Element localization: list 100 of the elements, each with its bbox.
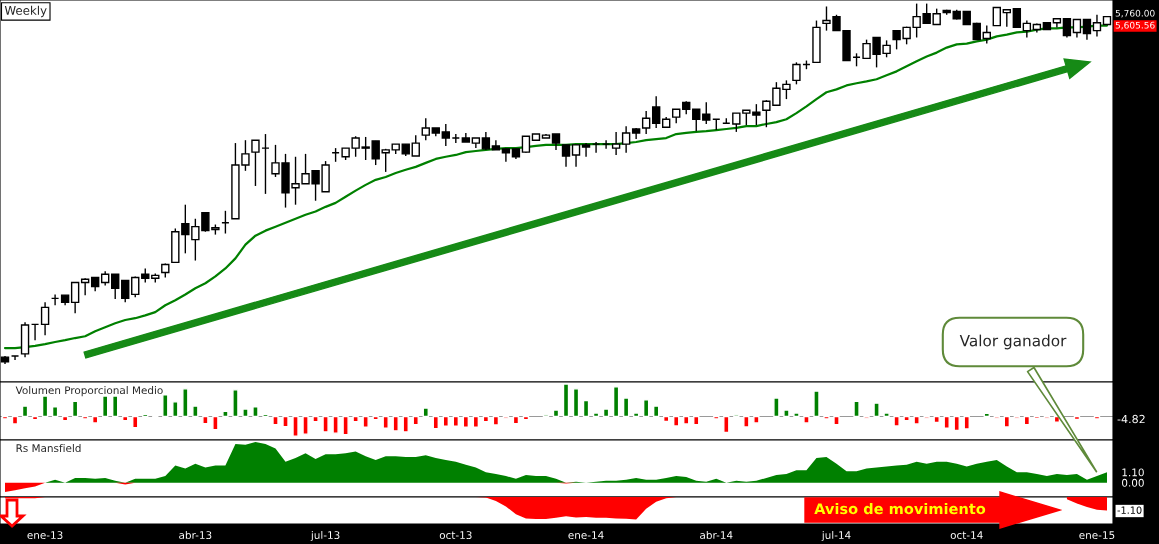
chart-title: Volumen Proporcional Medio bbox=[15, 386, 163, 397]
bar bbox=[572, 388, 580, 418]
bar bbox=[302, 415, 309, 435]
candlestick bbox=[40, 301, 50, 336]
text: 5,760.00 bbox=[1115, 9, 1155, 18]
y-tick-label: 1.10 bbox=[1122, 468, 1144, 477]
bar bbox=[21, 405, 29, 418]
candlestick bbox=[651, 95, 661, 129]
candlestick bbox=[411, 134, 420, 157]
bar bbox=[753, 415, 760, 424]
bar bbox=[112, 395, 119, 418]
bar bbox=[1073, 415, 1081, 421]
annotation: Valor ganador bbox=[959, 334, 1067, 350]
bar bbox=[452, 415, 460, 428]
bar bbox=[222, 410, 229, 418]
bar bbox=[1023, 415, 1031, 426]
bar bbox=[853, 400, 860, 418]
x-tick-label: oct-13 bbox=[439, 531, 472, 540]
bar bbox=[933, 415, 940, 424]
bar bbox=[883, 412, 890, 418]
bar bbox=[492, 415, 500, 426]
bar bbox=[823, 415, 830, 420]
bar bbox=[91, 415, 99, 424]
bar bbox=[472, 415, 480, 428]
bar bbox=[642, 399, 650, 418]
candlestick bbox=[1072, 18, 1082, 39]
bar bbox=[773, 397, 780, 418]
bar bbox=[903, 415, 910, 422]
bar bbox=[392, 415, 399, 432]
bar bbox=[713, 415, 720, 420]
x-tick-label: ene-14 bbox=[568, 531, 604, 540]
bar bbox=[81, 415, 89, 420]
candlestick bbox=[421, 117, 430, 141]
candlestick bbox=[441, 123, 451, 147]
bar bbox=[582, 399, 590, 418]
bar bbox=[693, 415, 700, 426]
text: -4.82 bbox=[1117, 414, 1145, 424]
bar bbox=[723, 415, 730, 434]
bar bbox=[372, 415, 379, 421]
bar bbox=[632, 412, 640, 418]
x-tick-label: jul-13 bbox=[310, 530, 340, 542]
bar bbox=[602, 408, 610, 418]
bar bbox=[893, 415, 900, 427]
candlestick bbox=[611, 131, 621, 156]
bar bbox=[652, 405, 660, 418]
bar bbox=[322, 415, 329, 433]
candlestick bbox=[1092, 14, 1102, 38]
chart-title: Weekly bbox=[4, 5, 47, 18]
bar bbox=[172, 401, 179, 418]
bar bbox=[262, 413, 269, 418]
bar bbox=[442, 415, 450, 428]
bar bbox=[362, 415, 369, 428]
x-tick-label: ene-15 bbox=[1079, 531, 1115, 540]
bar bbox=[943, 415, 950, 429]
bar bbox=[252, 406, 259, 418]
candlestick bbox=[1012, 7, 1022, 29]
candlestick bbox=[982, 24, 991, 45]
bar bbox=[182, 388, 189, 418]
bar bbox=[913, 415, 920, 425]
candlestick bbox=[561, 144, 571, 168]
bar bbox=[813, 390, 820, 418]
bar bbox=[683, 415, 690, 425]
bar bbox=[462, 415, 470, 428]
bar bbox=[793, 412, 800, 418]
x-tick-label: oct-14 bbox=[950, 531, 983, 540]
bar bbox=[342, 415, 349, 436]
bar bbox=[873, 402, 880, 418]
bar bbox=[192, 405, 199, 418]
bar bbox=[673, 415, 680, 427]
bar bbox=[312, 415, 319, 423]
x-tick-label: ene-13 bbox=[27, 531, 63, 540]
bar bbox=[412, 415, 419, 426]
x-tick-label: abr-14 bbox=[700, 530, 733, 540]
bar bbox=[612, 386, 620, 418]
candlestick bbox=[692, 108, 701, 132]
candlestick bbox=[1082, 18, 1092, 41]
candlestick bbox=[70, 281, 80, 314]
bar bbox=[482, 415, 490, 423]
annotation: Aviso de movimiento bbox=[814, 502, 986, 515]
bar bbox=[132, 415, 139, 429]
bar bbox=[422, 407, 429, 418]
bar bbox=[352, 415, 359, 423]
candlestick bbox=[251, 139, 260, 187]
candlestick bbox=[992, 6, 1001, 27]
bar bbox=[783, 409, 790, 418]
bar bbox=[953, 415, 960, 432]
candlestick bbox=[1002, 9, 1012, 28]
bar bbox=[51, 406, 59, 418]
text: 5,605.56 bbox=[1115, 21, 1155, 30]
candlestick bbox=[131, 275, 140, 299]
bar bbox=[272, 415, 279, 426]
bar bbox=[202, 415, 209, 425]
candlestick bbox=[481, 131, 491, 151]
bar bbox=[552, 409, 560, 418]
bar bbox=[242, 408, 249, 418]
bar bbox=[71, 400, 79, 418]
candlestick bbox=[571, 144, 581, 168]
candlestick bbox=[121, 279, 130, 304]
bar bbox=[512, 415, 520, 425]
bar bbox=[432, 415, 439, 430]
